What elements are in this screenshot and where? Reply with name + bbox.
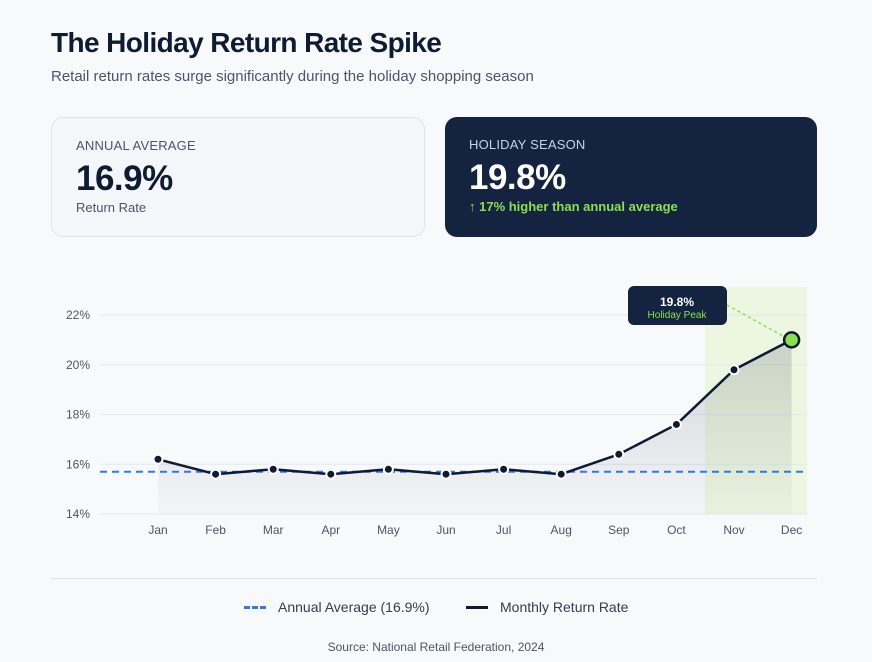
source-note: Source: National Retail Federation, 2024 — [327, 640, 545, 654]
x-tick-label: Jun — [436, 523, 455, 537]
legend-label-average: Annual Average (16.9%) — [278, 599, 430, 615]
x-tick-label: Dec — [781, 523, 802, 537]
annual-average-label: ANNUAL AVERAGE — [76, 138, 196, 153]
holiday-season-value: 19.8% — [469, 158, 566, 197]
holiday-season-note: ↑ 17% higher than annual average — [469, 199, 678, 214]
legend-item-monthly: Monthly Return Rate — [466, 599, 628, 615]
page-title: The Holiday Return Rate Spike — [51, 27, 442, 58]
y-tick-label: 18% — [66, 408, 90, 422]
x-tick-label: Aug — [551, 523, 572, 537]
x-tick-label: May — [377, 523, 400, 537]
annual-average-value: 16.9% — [76, 159, 173, 198]
annual-average-sub: Return Rate — [76, 200, 147, 215]
y-tick-label: 16% — [66, 457, 90, 471]
data-point — [210, 468, 222, 480]
legend-divider — [51, 578, 817, 579]
annotation-label: Holiday Peak — [648, 310, 708, 321]
data-point — [613, 448, 625, 460]
y-tick-label: 22% — [66, 308, 90, 322]
x-tick-label: Mar — [263, 523, 284, 537]
series-line — [157, 338, 793, 476]
chart-legend: Annual Average (16.9%) Monthly Return Ra… — [0, 599, 872, 619]
x-tick-label: Sep — [608, 523, 630, 537]
annual-average-card: ANNUAL AVERAGE 16.9% Return Rate — [51, 117, 425, 237]
data-point — [670, 418, 682, 430]
legend-label-monthly: Monthly Return Rate — [500, 599, 629, 615]
legend-swatch-line — [466, 605, 488, 609]
return-rate-chart: 14% 16% 18% 20% 22% Jan Feb Mar Apr May Jun Jul Aug S… — [66, 286, 807, 537]
data-point — [382, 463, 394, 475]
data-point — [728, 364, 740, 376]
data-point — [555, 468, 567, 480]
x-tick-label: Feb — [205, 523, 226, 537]
legend-swatch-dashed — [244, 605, 266, 609]
legend-item-average: Annual Average (16.9%) — [244, 599, 430, 615]
data-point — [152, 453, 164, 465]
data-point — [267, 463, 279, 475]
data-point — [498, 463, 510, 475]
holiday-season-label: HOLIDAY SEASON — [469, 137, 586, 152]
data-point — [440, 468, 452, 480]
x-tick-label: Apr — [321, 523, 340, 537]
page-subtitle: Retail return rates surge significantly … — [51, 68, 534, 85]
y-tick-label: 14% — [66, 507, 90, 521]
holiday-season-card: HOLIDAY SEASON 19.8% ↑ 17% higher than a… — [445, 117, 817, 237]
annotation-leader — [726, 304, 785, 338]
x-tick-label: Jan — [148, 523, 167, 537]
area-fill — [158, 339, 792, 514]
annotation-box — [628, 286, 727, 325]
x-tick-label: Nov — [723, 523, 744, 537]
data-point-peak — [782, 331, 801, 349]
x-tick-label: Oct — [667, 523, 686, 537]
annotation-value: 19.8% — [660, 295, 694, 309]
data-point — [325, 468, 337, 480]
x-tick-label: Jul — [496, 523, 511, 537]
y-tick-label: 20% — [66, 358, 90, 372]
